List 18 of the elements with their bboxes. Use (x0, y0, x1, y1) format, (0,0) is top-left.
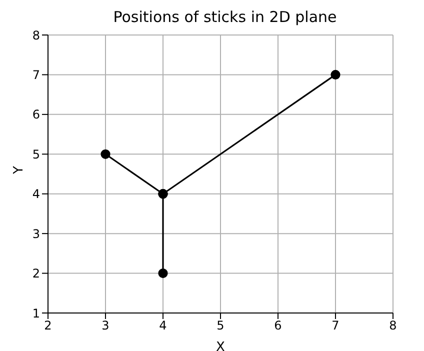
chart-title: Positions of sticks in 2D plane (112, 8, 338, 26)
x-tick-label: 3 (102, 318, 110, 333)
y-tick-label: 7 (32, 68, 40, 82)
y-tick-label: 8 (32, 28, 40, 42)
y-tick-label: 3 (32, 226, 40, 241)
y-tick-label: 6 (32, 108, 40, 122)
y-axis-title: Y (12, 166, 27, 175)
y-tick-label: 1 (32, 306, 40, 320)
x-tick-label: 6 (274, 318, 282, 333)
x-tick-label: 2 (44, 318, 52, 333)
x-axis-title: X (216, 340, 226, 351)
y-tick-label: 2 (32, 266, 40, 281)
x-tick-label: 7 (332, 318, 340, 333)
y-tick-label: 5 (32, 147, 40, 162)
x-tick-label: 8 (389, 318, 397, 333)
y-tick-label: 4 (32, 187, 40, 202)
x-tick-label: 5 (216, 318, 224, 333)
x-tick-label: 4 (159, 318, 167, 333)
